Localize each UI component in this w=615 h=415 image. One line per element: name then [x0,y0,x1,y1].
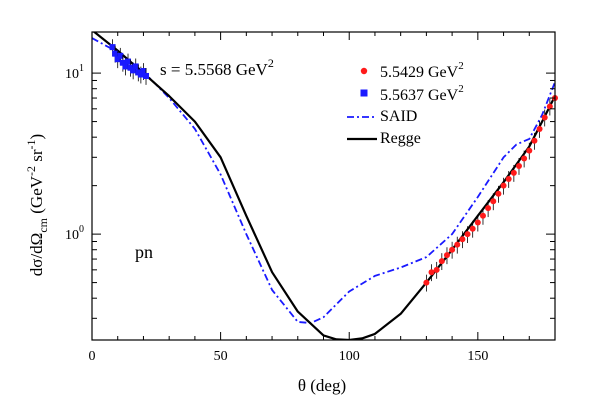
x-axis-label: θ (deg) [298,376,346,395]
series-points-5-5429-gev [423,90,558,292]
legend-label-5.5637-text: 5.5637 GeV [380,87,459,104]
data-point-5-5429-gev-14 [495,190,502,197]
data-point-5-5429-gev-9 [469,225,476,232]
data-point-5-5429-gev-24 [546,103,553,110]
legend-label-5.5429-text: 5.5429 GeV [380,64,459,81]
data-point-5-5429-gev-3 [438,258,445,265]
legend-label-5.5429: 5.5429 GeV2 [380,60,464,81]
data-point-5-5637-gev-5 [122,63,129,70]
legend-marker-blue-square [360,89,368,97]
data-point-5-5429-gev-7 [459,236,466,243]
y-tick-label-exp: 1 [79,63,84,74]
reaction-label: pn [135,242,153,262]
y-axis-label-sub: cm [36,217,50,232]
legend-marker-red-circle [360,67,368,75]
y-tick-label-1: 100 [65,224,84,243]
legend: 5.5429 GeV2 5.5637 GeV2 SAID Regge [347,60,464,147]
data-point-5-5429-gev-6 [454,241,461,248]
y-tick-label-exp: 0 [79,224,84,235]
data-point-5-5429-gev-23 [541,114,548,121]
data-point-5-5637-gev-3 [117,52,124,59]
data-point-5-5429-gev-1 [428,269,435,276]
data-point-5-5637-gev-12 [140,68,147,75]
data-point-5-5429-gev-8 [464,231,471,238]
data-point-5-5637-gev-13 [143,72,150,79]
y-axis-label-units-mid: sr [27,149,46,166]
data-point-5-5429-gev-18 [515,162,522,169]
energy-annotation-text: s = 5.5568 GeV [160,60,269,79]
y-tick-label-base: 10 [65,67,79,82]
legend-label-said: SAID [380,108,417,125]
legend-label-5.5637-sup: 2 [458,83,464,95]
y-axis-label: dσ/dΩcm (GeV-2 sr-1) [24,134,50,276]
data-point-5-5429-gev-17 [510,169,517,176]
data-point-5-5637-gev-8 [130,67,137,74]
data-point-5-5637-gev-9 [132,63,139,70]
x-tick-label-150: 150 [467,349,488,364]
y-axis-label-sup1: -2 [24,166,38,176]
data-point-5-5429-gev-21 [531,137,538,144]
energy-annotation: s = 5.5568 GeV2 [160,56,274,79]
legend-label-5.5429-sup: 2 [458,60,464,72]
y-axis-label-sup2: -1 [24,139,38,149]
y-tick-label-10: 101 [65,63,84,82]
y-tick-label-base: 10 [65,228,79,243]
data-point-5-5637-gev-4 [119,59,126,66]
data-point-5-5429-gev-15 [500,182,507,189]
data-point-5-5637-gev-1 [112,50,119,57]
data-point-5-5429-gev-4 [443,252,450,259]
data-point-5-5429-gev-12 [485,205,492,212]
data-point-5-5637-gev-11 [137,71,144,78]
data-point-5-5429-gev-5 [449,246,456,253]
y-axis-label-units-open: (GeV [27,175,46,218]
legend-label-5.5637: 5.5637 GeV2 [380,83,464,104]
data-point-5-5429-gev-13 [490,198,497,205]
y-axis-label-main: dσ/dΩ [27,233,46,277]
data-point-5-5637-gev-2 [114,56,121,63]
data-point-5-5429-gev-22 [536,125,543,132]
y-axis-label-units-close: ) [27,134,46,140]
series-points-5-5637-gev [109,39,150,85]
data-point-5-5429-gev-0 [423,279,430,286]
energy-annotation-sup: 2 [268,56,274,70]
data-point-5-5429-gev-11 [479,212,486,219]
legend-label-regge: Regge [380,130,421,147]
data-point-5-5637-gev-6 [125,58,132,65]
data-point-5-5429-gev-16 [505,175,512,182]
data-point-5-5429-gev-2 [433,266,440,273]
data-point-5-5429-gev-20 [526,147,533,154]
x-tick-label-0: 0 [89,349,96,364]
data-point-5-5637-gev-0 [109,44,116,51]
data-point-5-5429-gev-19 [521,155,528,162]
x-tick-label-100: 100 [339,349,360,364]
data-point-5-5429-gev-10 [474,219,481,226]
x-tick-label-50: 50 [214,349,228,364]
